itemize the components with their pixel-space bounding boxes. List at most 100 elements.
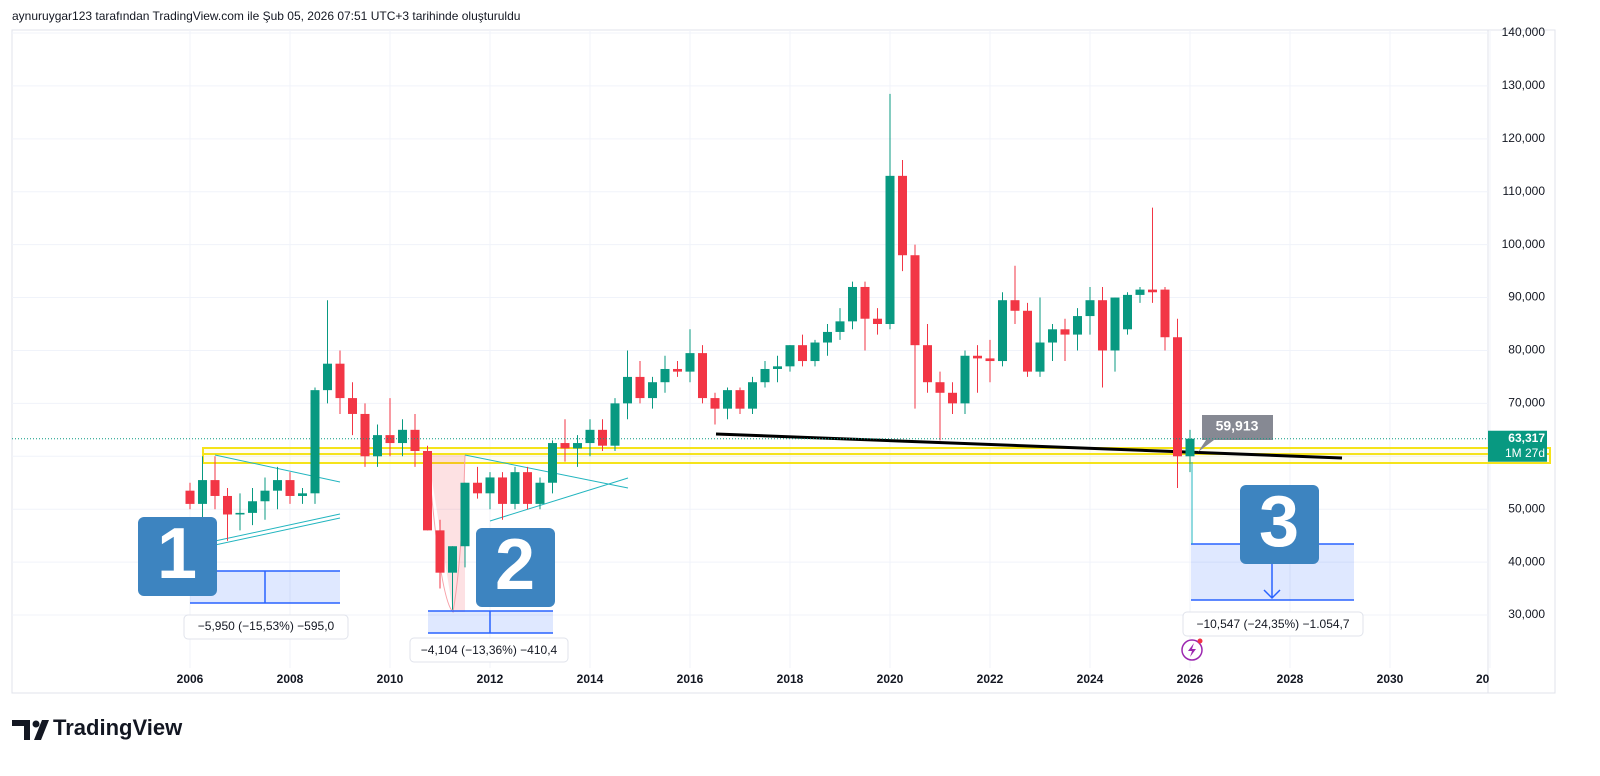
callout-box (1198, 415, 1273, 452)
candle-body (435, 530, 445, 573)
marker-box (476, 528, 555, 607)
candle-body (948, 392, 957, 404)
x-tick-label: 2030 (1377, 672, 1404, 686)
y-tick-label: 110,000 (1503, 184, 1546, 198)
marker-box (138, 517, 217, 596)
candle-body (1060, 329, 1070, 335)
candle-body (623, 376, 632, 404)
header-text: aynuruygar123 tarafından TradingView.com… (12, 9, 520, 23)
candle-body (410, 429, 420, 451)
candle-body (498, 477, 507, 504)
candle-body (960, 355, 970, 404)
candle-body (1023, 310, 1032, 372)
countdown-label: 1M 27d (1505, 446, 1545, 460)
event-dot (1197, 638, 1203, 644)
marker-box (1240, 485, 1319, 564)
y-tick-label: 30,000 (1508, 607, 1545, 621)
candle-body (998, 300, 1007, 362)
candle-body (573, 443, 582, 449)
x-tick-label: 2008 (277, 672, 304, 686)
candle-body (448, 546, 457, 573)
y-tick-label: 100,000 (1502, 237, 1546, 251)
measure-label: −10,547 (−24,35%) −1.054,7 (1196, 617, 1349, 631)
last-price-tag (1488, 430, 1547, 462)
candle-body (1098, 300, 1107, 351)
logo-mark (12, 720, 49, 740)
y-tick-label: 40,000 (1508, 554, 1545, 568)
candle-body (473, 482, 482, 494)
candle-body (610, 403, 620, 446)
candle-body (535, 482, 545, 504)
candle-body (560, 443, 570, 449)
candle-body (260, 490, 270, 502)
marker-label: 1 (157, 514, 197, 594)
triangle-line (464, 454, 629, 489)
y-tick-label: 120,000 (1502, 131, 1546, 145)
candle-body (1035, 342, 1045, 372)
candle-body (210, 480, 220, 496)
candle-body (235, 512, 245, 515)
logo-mark-dot (32, 720, 40, 728)
triangle-line (489, 477, 629, 522)
x-tick-label: 2012 (477, 672, 504, 686)
x-tick-label: 2026 (1177, 672, 1204, 686)
last-price-label: 63,317 (1508, 431, 1545, 445)
measure-label-box (1182, 611, 1364, 637)
measure-label-box (183, 614, 349, 640)
candle-body (835, 321, 845, 332)
candle-body (1185, 438, 1195, 457)
candle-body (898, 175, 907, 256)
candle-body (1010, 300, 1020, 311)
candle-body (723, 390, 732, 409)
support-zone (202, 447, 1551, 464)
candle-body (373, 435, 382, 457)
candle-body (298, 493, 307, 496)
candle-body (485, 477, 495, 494)
y-tick-label: 70,000 (1508, 396, 1545, 410)
candle-body (860, 286, 870, 319)
candle-body (348, 398, 357, 414)
candle-body (748, 382, 757, 409)
candle-body (248, 501, 257, 513)
candle-body (1123, 294, 1132, 330)
x-tick-label: 2010 (377, 672, 404, 686)
candle-body (910, 255, 920, 346)
candle-body (585, 429, 595, 444)
candle-body (1110, 297, 1120, 351)
x-tick-label: 2018 (777, 672, 804, 686)
candle-body (985, 358, 995, 362)
y-tick-label: 50,000 (1508, 501, 1545, 515)
candle-body (323, 363, 332, 391)
candle-body (673, 368, 682, 372)
candle-body (548, 443, 557, 483)
candle-body (223, 495, 232, 515)
candle-body (935, 382, 945, 393)
x-tick-label: 2020 (877, 672, 904, 686)
measure-label: −4,104 (−13,36%) −410,4 (421, 643, 558, 657)
candle-body (823, 331, 832, 343)
candle-body (1048, 329, 1057, 343)
candle-body (598, 429, 607, 446)
candle-body (523, 472, 532, 504)
x-tick-label: 2024 (1077, 672, 1104, 686)
x-tick-label: 2016 (677, 672, 704, 686)
y-tick-label: 80,000 (1508, 343, 1545, 357)
candle-body (1160, 289, 1170, 338)
triangle-line (214, 513, 341, 542)
candle-body (923, 345, 932, 383)
highlight-area (428, 455, 465, 612)
candle-body (1148, 289, 1157, 293)
candle-body (1173, 337, 1182, 457)
candle-body (848, 286, 857, 322)
y-tick-label: 140,000 (1502, 25, 1546, 39)
chart-frame (11, 29, 1556, 694)
trend-line (715, 432, 1343, 460)
measure-label-box (409, 637, 569, 663)
x-tick-label: 2022 (977, 672, 1004, 686)
candle-body (660, 368, 670, 383)
candle-body (798, 345, 807, 362)
candle-body (398, 429, 407, 444)
candle-body (310, 390, 320, 494)
candle-body (735, 390, 745, 409)
